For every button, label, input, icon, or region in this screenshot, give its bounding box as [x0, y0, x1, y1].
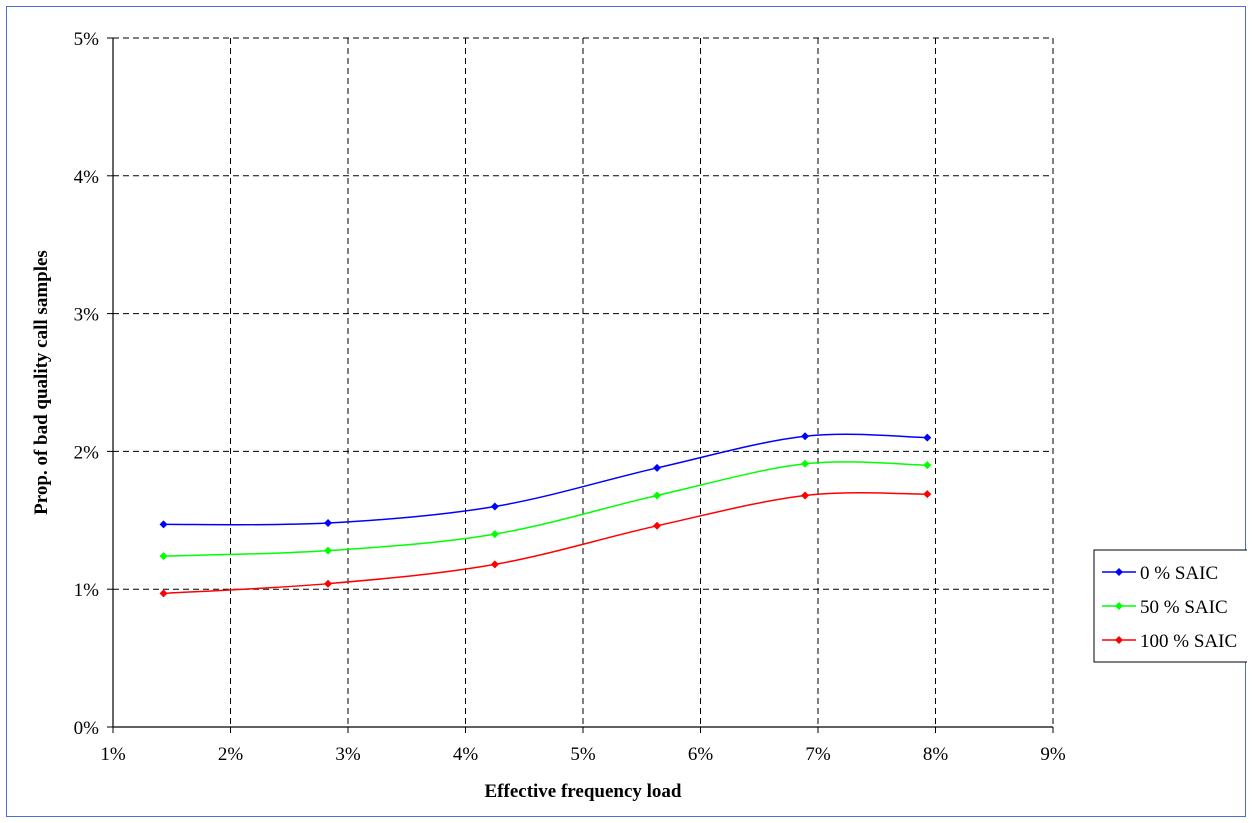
legend-label: 50 % SAIC: [1140, 597, 1228, 618]
legend-item: 100 % SAIC: [1102, 631, 1237, 652]
x-tick-label: 2%: [218, 744, 244, 765]
x-tick-label: 5%: [570, 744, 596, 765]
x-tick-label: 3%: [335, 744, 361, 765]
data-point: [324, 519, 333, 528]
data-point: [653, 463, 662, 472]
axes: 1% 2% 3% 4% 5% 6% 7% 8% 9%0%1%2%3%4%5%: [74, 29, 1066, 765]
data-point: [159, 520, 168, 529]
data-point: [653, 491, 662, 500]
x-tick-label: 4%: [453, 744, 479, 765]
y-tick-label: 4%: [74, 167, 100, 188]
data-point: [159, 589, 168, 598]
data-point: [801, 491, 810, 500]
x-tick-label: 9%: [1040, 744, 1066, 765]
data-point: [923, 461, 932, 470]
data-point: [324, 579, 333, 588]
legend-label: 0 % SAIC: [1140, 563, 1218, 584]
data-point: [801, 459, 810, 468]
data-point: [653, 521, 662, 530]
legend: 0 % SAIC 50 % SAIC 100 % SAIC: [1093, 549, 1247, 663]
data-point: [923, 433, 932, 442]
data-point: [159, 552, 168, 561]
legend-swatch-marker: [1115, 602, 1123, 610]
series-lines: [159, 432, 932, 598]
series-0: [159, 432, 932, 529]
y-tick-label: 5%: [74, 29, 100, 50]
y-tick-label: 3%: [74, 305, 100, 326]
y-tick-label: 0%: [74, 718, 100, 739]
chart-frame: 1% 2% 3% 4% 5% 6% 7% 8% 9% 0% 1% 2% 3% 4% 5% Effective…: [6, 6, 1247, 817]
legend-swatch-marker: [1115, 568, 1123, 576]
data-point: [923, 490, 932, 499]
data-point: [490, 530, 499, 539]
data-point: [490, 502, 499, 511]
series-1: [159, 459, 932, 561]
y-tick-label: 1%: [74, 580, 100, 601]
y-axis-title: Prop. of bad quality call samples: [31, 250, 52, 515]
series-line: [163, 461, 928, 557]
series-line: [163, 492, 928, 595]
series-2: [159, 490, 932, 598]
y-tick-label: 2%: [74, 442, 100, 463]
series-line: [163, 433, 928, 526]
legend-label: 100 % SAIC: [1140, 631, 1237, 652]
x-tick-label: 7%: [805, 744, 831, 765]
data-point: [324, 546, 333, 555]
legend-item: 50 % SAIC: [1102, 597, 1228, 618]
grid: [113, 37, 1054, 727]
line-chart: 1% 2% 3% 4% 5% 6% 7% 8% 9%0%1%2%3%4%5% Effective…: [31, 29, 1247, 802]
x-tick-label: 6%: [688, 744, 714, 765]
legend-swatch-marker: [1115, 636, 1123, 644]
x-axis-title: Effective frequency load: [485, 781, 682, 802]
x-tick-label: 8%: [923, 744, 949, 765]
data-point: [801, 432, 810, 441]
x-tick-label: 1%: [100, 744, 126, 765]
legend-item: 0 % SAIC: [1102, 563, 1218, 584]
data-point: [490, 560, 499, 569]
